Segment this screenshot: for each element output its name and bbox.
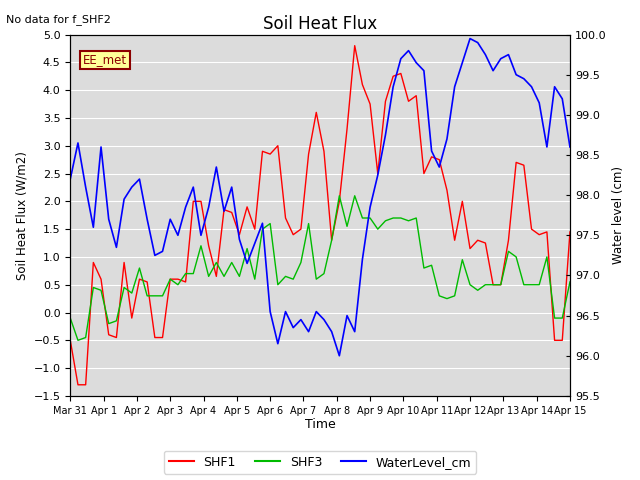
Text: EE_met: EE_met [83, 53, 127, 66]
WaterLevel_cm [189, 184, 197, 190]
Legend: SHF1, SHF3, WaterLevel_cm: SHF1, SHF3, WaterLevel_cm [164, 451, 476, 474]
Line: SHF1: SHF1 [70, 46, 570, 385]
SHF1 [289, 232, 297, 238]
WaterLevel_cm [566, 144, 574, 150]
SHF3 [74, 337, 82, 343]
WaterLevel_cm [220, 208, 228, 214]
WaterLevel_cm [282, 309, 289, 314]
SHF3 [474, 288, 481, 293]
WaterLevel_cm [289, 325, 297, 331]
Line: WaterLevel_cm: WaterLevel_cm [70, 38, 570, 356]
Text: No data for f_SHF2: No data for f_SHF2 [6, 14, 111, 25]
SHF3 [297, 260, 305, 265]
WaterLevel_cm [67, 176, 74, 182]
SHF3 [67, 315, 74, 321]
WaterLevel_cm [335, 353, 343, 359]
Title: Soil Heat Flux: Soil Heat Flux [263, 15, 377, 33]
SHF1 [566, 229, 574, 235]
SHF1 [474, 238, 481, 243]
SHF3 [197, 243, 205, 249]
SHF1 [228, 210, 236, 216]
SHF1 [74, 382, 82, 388]
SHF1 [351, 43, 358, 48]
Line: SHF3: SHF3 [70, 196, 570, 340]
WaterLevel_cm [105, 216, 113, 222]
SHF3 [113, 318, 120, 324]
WaterLevel_cm [466, 36, 474, 41]
SHF1 [113, 335, 120, 340]
SHF3 [335, 193, 343, 199]
SHF1 [197, 198, 205, 204]
Y-axis label: Soil Heat Flux (W/m2): Soil Heat Flux (W/m2) [15, 151, 28, 280]
WaterLevel_cm [474, 40, 481, 46]
SHF1 [297, 226, 305, 232]
X-axis label: Time: Time [305, 419, 335, 432]
SHF3 [228, 260, 236, 265]
SHF1 [67, 337, 74, 343]
Y-axis label: Water level (cm): Water level (cm) [612, 166, 625, 264]
SHF3 [289, 276, 297, 282]
SHF3 [566, 279, 574, 285]
